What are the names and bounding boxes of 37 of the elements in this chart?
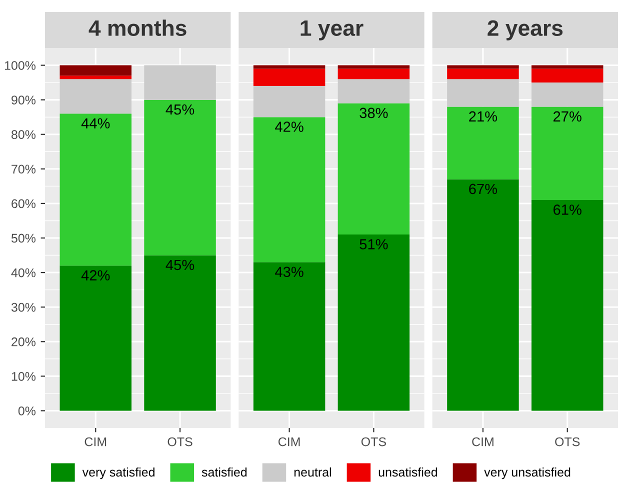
y-tick-label: 0% — [18, 406, 36, 416]
data-label: 27% — [554, 111, 582, 122]
data-label: 42% — [275, 122, 304, 132]
x-tick-label: OTS — [555, 437, 580, 446]
data-label: 38% — [360, 108, 388, 118]
data-label: 51% — [360, 239, 388, 250]
y-tick-label: 80% — [12, 130, 36, 140]
legend-label: unsatisfied — [378, 467, 438, 477]
x-tick-label: CIM — [84, 437, 106, 446]
x-tick-label: CIM — [472, 437, 494, 446]
data-label: 45% — [166, 260, 194, 270]
y-tick-label: 10% — [12, 372, 36, 381]
data-label: 21% — [469, 111, 498, 122]
data-label: 42% — [81, 270, 110, 280]
y-tick-label: 60% — [12, 199, 36, 208]
chart-title: 4 months — [88, 20, 186, 36]
data-label: 67% — [469, 184, 498, 194]
y-tick-label: 90% — [12, 96, 36, 104]
legend-label: satisfied — [202, 467, 247, 477]
y-tick-label: 30% — [11, 302, 36, 312]
x-tick-label: OTS — [168, 437, 192, 446]
data-label: 43% — [275, 266, 304, 278]
chart-title: 1 year — [300, 20, 364, 40]
legend-label: very unsatisfied — [484, 467, 570, 480]
legend-label: neutral — [294, 467, 331, 477]
chart-title: 2 years — [488, 20, 563, 40]
x-tick-label: OTS — [361, 437, 386, 446]
data-label: 61% — [554, 204, 582, 215]
y-tick-label: 40% — [11, 268, 36, 278]
data-label: 44% — [81, 118, 110, 128]
y-tick-label: 50% — [11, 234, 36, 243]
y-tick-label: 20% — [12, 337, 36, 346]
y-tick-label: 70% — [12, 164, 36, 174]
data-label: 45% — [166, 104, 194, 115]
y-tick-label: 100% — [4, 61, 36, 70]
legend-label: very satisfied — [82, 467, 154, 480]
x-tick-label: CIM — [278, 437, 300, 446]
